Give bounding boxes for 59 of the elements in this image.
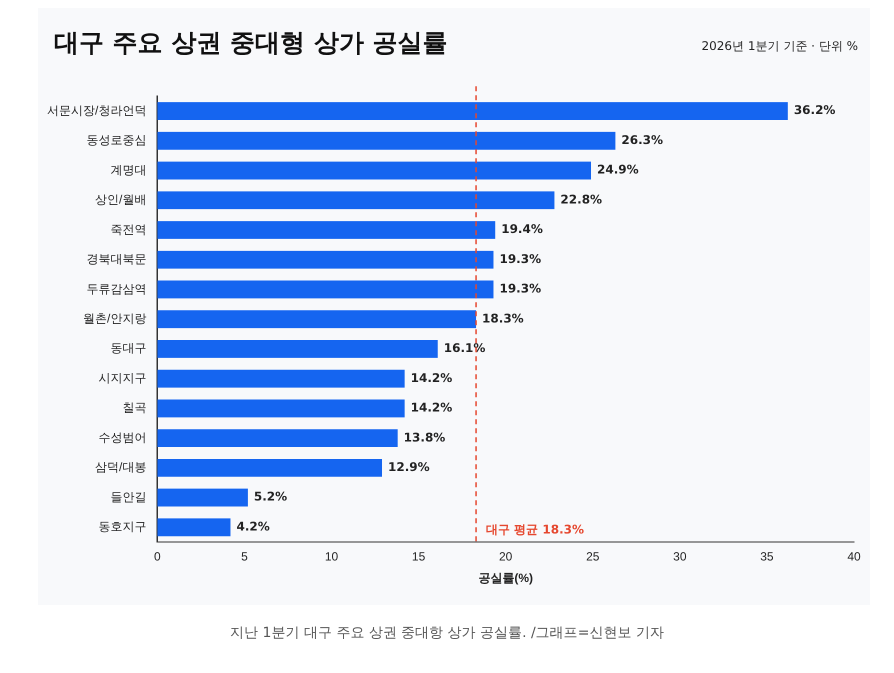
- y-tick-label: 상인/월배: [94, 192, 146, 207]
- y-tick-label: 동호지구: [98, 520, 146, 534]
- data-label: 36.2%: [794, 103, 836, 118]
- data-label: 4.2%: [236, 519, 270, 534]
- chart-title: 대구 주요 상권 중대형 상가 공실률: [54, 27, 448, 59]
- y-tick-label: 칠곡: [122, 400, 146, 415]
- bar: [157, 340, 438, 358]
- bar: [157, 162, 592, 180]
- data-label: 19.3%: [499, 252, 542, 266]
- bar: [157, 429, 398, 448]
- bar: [157, 221, 496, 239]
- ref-line-label: 대구 평균 18.3%: [486, 522, 584, 536]
- bar: [157, 518, 230, 536]
- y-tick-label: 동성로중심: [86, 133, 146, 148]
- data-label: 24.9%: [597, 162, 639, 177]
- y-tick-label: 수성범어: [98, 430, 146, 444]
- bar: [157, 310, 476, 328]
- y-tick-label: 계명대: [110, 162, 146, 177]
- data-label: 12.9%: [388, 460, 430, 474]
- y-tick-label: 월촌/안지랑: [82, 312, 146, 326]
- data-label: 26.3%: [621, 132, 664, 147]
- data-label: 5.2%: [254, 490, 288, 504]
- data-label: 13.8%: [404, 430, 446, 444]
- data-label: 14.2%: [410, 400, 452, 415]
- bar: [157, 132, 616, 150]
- x-tick-label: 35: [760, 550, 774, 564]
- y-tick-label: 서문시장/청라언덕: [46, 103, 146, 118]
- x-tick-label: 20: [498, 550, 513, 564]
- x-axis-title: 공실률(%): [478, 571, 534, 586]
- data-label: 19.3%: [499, 282, 542, 296]
- bar: [157, 191, 554, 210]
- x-tick-label: 0: [154, 550, 161, 564]
- y-tick-label: 죽전역: [110, 222, 146, 236]
- x-tick-label: 25: [586, 550, 600, 564]
- y-tick-label: 두류감삼역: [86, 282, 146, 296]
- data-label: 16.1%: [444, 341, 486, 356]
- x-tick-label: 30: [673, 550, 687, 564]
- y-tick-label: 경북대북문: [86, 252, 146, 266]
- y-tick-label: 동대구: [110, 341, 146, 356]
- bar: [157, 280, 494, 298]
- bar: [157, 399, 405, 418]
- x-tick-label: 40: [847, 550, 861, 564]
- x-tick-label: 15: [412, 550, 426, 564]
- bar: [157, 250, 494, 269]
- data-label: 22.8%: [560, 192, 602, 206]
- data-label: 14.2%: [410, 370, 452, 385]
- x-tick-label: 5: [241, 550, 248, 564]
- y-tick-label: 들안길: [110, 490, 146, 504]
- bar: [157, 488, 248, 507]
- bar: [157, 102, 788, 120]
- y-tick-label: 삼덕/대봉: [94, 460, 146, 474]
- x-tick-label: 10: [324, 550, 338, 564]
- y-tick-label: 시지지구: [98, 370, 146, 385]
- data-label: 18.3%: [482, 311, 524, 326]
- bar: [157, 458, 382, 477]
- data-label: 19.4%: [501, 222, 543, 236]
- chart-subtitle: 2026년 1분기 기준 · 단위 %: [702, 38, 858, 55]
- bar: [157, 370, 405, 388]
- text: 지난 1분기 대구 주요 상권 중대항 상가 공실률. /그래프=신현보 기자: [229, 624, 665, 642]
